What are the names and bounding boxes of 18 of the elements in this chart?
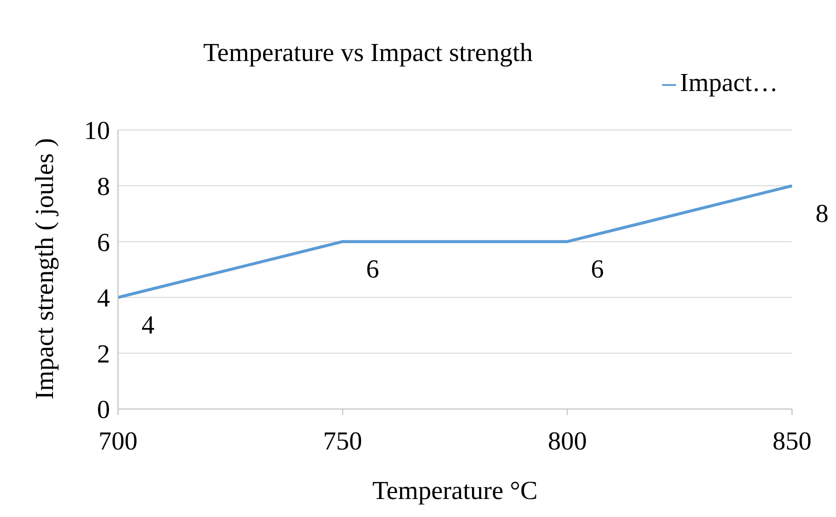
data-label: 6 <box>366 254 380 284</box>
y-tick-label: 8 <box>97 172 110 202</box>
x-axis-title: Temperature °C <box>372 476 538 505</box>
data-label: 4 <box>142 310 154 340</box>
y-tick-label: 2 <box>97 339 110 368</box>
y-tick-label: 0 <box>97 395 110 424</box>
x-tick-label: 850 <box>772 426 812 456</box>
x-tick-label: 700 <box>98 426 138 456</box>
x-tick-label: 800 <box>548 426 587 456</box>
y-tick-label: 4 <box>97 284 110 313</box>
y-tick-label: 10 <box>84 116 110 146</box>
x-tick-label: 750 <box>323 426 362 456</box>
y-tick-label: 6 <box>97 228 110 257</box>
data-label: 6 <box>590 254 604 284</box>
data-label: 8 <box>816 198 828 228</box>
legend-label: Impact… <box>680 68 778 97</box>
y-axis-title: Impact strength ( joules ) <box>30 138 60 400</box>
chart-title: Temperature vs Impact strength <box>202 38 534 68</box>
